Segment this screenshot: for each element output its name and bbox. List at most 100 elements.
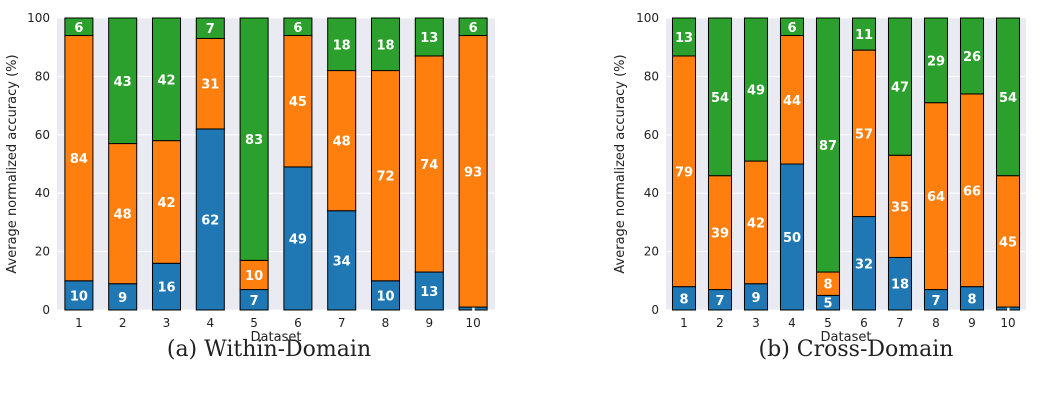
y-tick-label: 40 — [644, 186, 659, 200]
bar-value-label: 64 — [927, 190, 945, 205]
x-axis-label: Dataset — [251, 330, 302, 345]
bar-value-label: 62 — [201, 213, 219, 228]
bar-value-label: 1 — [1003, 303, 1012, 318]
bar-value-label: 47 — [891, 81, 909, 96]
bar-value-label: 48 — [114, 208, 132, 223]
bar-value-label: 26 — [963, 50, 981, 65]
x-tick-label: 6 — [860, 316, 868, 330]
bar-value-label: 18 — [891, 278, 909, 293]
x-tick-label: 7 — [338, 316, 346, 330]
bar-segment-green — [414, 17, 444, 57]
bar-value-label: 5 — [823, 297, 832, 312]
bar-value-label: 16 — [157, 281, 175, 296]
x-tick-label: 1 — [75, 316, 83, 330]
bar-value-label: 29 — [927, 54, 945, 69]
y-tick-label: 0 — [651, 303, 659, 317]
bar-value-label: 39 — [711, 227, 729, 242]
bar-value-label: 1 — [469, 303, 478, 318]
bar-value-label: 13 — [420, 285, 438, 300]
y-tick-label: 40 — [35, 186, 50, 200]
bar-segment-green — [283, 17, 313, 37]
bar-segment-green — [851, 17, 877, 51]
bar-value-label: 10 — [70, 289, 88, 304]
bar-value-label: 7 — [250, 294, 259, 309]
bar-segment-green — [239, 17, 269, 261]
bar-segment-green — [743, 17, 769, 162]
chart-panel-1: 0204060801001084619484321642423623174710… — [5, 11, 495, 362]
bar-segment-orange — [64, 35, 94, 282]
bar-value-label: 31 — [201, 78, 219, 93]
bar-value-label: 48 — [333, 135, 351, 150]
bar-value-label: 10 — [245, 269, 263, 284]
x-tick-label: 4 — [206, 316, 214, 330]
y-tick-label: 20 — [644, 245, 659, 259]
x-tick-label: 2 — [716, 316, 724, 330]
x-tick-label: 8 — [932, 316, 940, 330]
bar-value-label: 54 — [711, 91, 729, 106]
bar-segment-orange — [414, 55, 444, 273]
bar-value-label: 45 — [289, 95, 307, 110]
bar-value-label: 49 — [289, 232, 307, 247]
bar-segment-green — [671, 17, 697, 57]
x-tick-label: 10 — [1000, 316, 1015, 330]
bar-value-label: 49 — [747, 84, 765, 99]
bar-value-label: 7 — [931, 294, 940, 309]
bar-value-label: 83 — [245, 133, 263, 148]
bar-value-label: 72 — [376, 170, 394, 185]
x-tick-label: 3 — [752, 316, 760, 330]
x-tick-label: 5 — [824, 316, 832, 330]
bar-value-label: 18 — [333, 38, 351, 53]
bar-segment-blue — [283, 166, 313, 311]
y-tick-label: 60 — [35, 128, 50, 142]
bar-segment-orange — [458, 35, 488, 308]
bar-segment-green — [923, 17, 949, 104]
subfigure-caption: (a) Within-Domain — [167, 337, 371, 362]
x-tick-label: 8 — [382, 316, 390, 330]
bar-value-label: 43 — [114, 75, 132, 90]
bar-segment-orange — [283, 35, 313, 168]
bar-segment-orange — [327, 70, 357, 212]
y-tick-label: 80 — [35, 69, 50, 83]
bar-value-label: 50 — [783, 231, 801, 246]
bar-segment-green — [779, 17, 805, 37]
chart-panel-2: 0204060801008791317395429424935044645887… — [613, 11, 1026, 362]
bar-segment-green — [195, 17, 225, 39]
bar-segment-blue — [327, 210, 357, 311]
bar-value-label: 6 — [293, 21, 302, 36]
y-axis-label: Average normalized accuracy (%) — [613, 54, 628, 273]
x-tick-label: 3 — [163, 316, 171, 330]
bar-segment-green — [108, 17, 138, 145]
bar-value-label: 42 — [747, 216, 765, 231]
y-tick-label: 20 — [35, 245, 50, 259]
bar-segment-green — [887, 17, 913, 156]
bar-segment-blue — [151, 262, 182, 311]
y-tick-label: 80 — [644, 69, 659, 83]
bar-value-label: 11 — [855, 28, 873, 43]
bar-value-label: 44 — [783, 94, 801, 109]
x-tick-label: 10 — [465, 316, 480, 330]
bar-value-label: 87 — [819, 139, 837, 154]
bar-segment-orange — [239, 259, 269, 291]
bar-value-label: 7 — [715, 294, 724, 309]
bar-value-label: 13 — [420, 31, 438, 46]
bar-value-label: 32 — [855, 257, 873, 272]
bar-value-label: 8 — [823, 278, 832, 293]
bar-value-label: 79 — [675, 165, 693, 180]
bar-value-label: 34 — [333, 254, 351, 269]
bar-value-label: 6 — [74, 21, 83, 36]
bar-segment-green — [707, 17, 733, 177]
x-tick-label: 1 — [680, 316, 688, 330]
x-tick-label: 2 — [119, 316, 127, 330]
bar-segment-green — [370, 17, 401, 72]
bar-segment-green — [995, 17, 1021, 177]
bar-segment-blue — [414, 271, 444, 311]
x-tick-label: 6 — [294, 316, 302, 330]
bar-value-label: 9 — [751, 291, 760, 306]
y-tick-label: 60 — [644, 128, 659, 142]
x-tick-label: 9 — [968, 316, 976, 330]
bar-value-label: 45 — [999, 235, 1017, 250]
x-tick-label: 9 — [425, 316, 433, 330]
x-axis-label: Dataset — [821, 330, 872, 345]
x-tick-label: 5 — [250, 316, 258, 330]
